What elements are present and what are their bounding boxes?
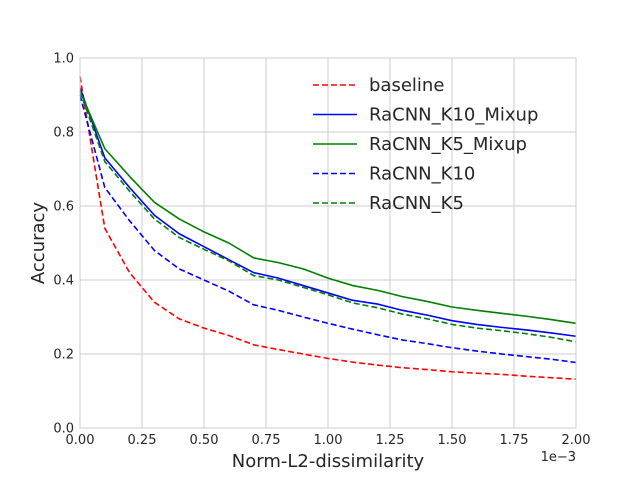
plot-frame bbox=[79, 57, 577, 429]
x-tick-label: 0.75 bbox=[252, 433, 281, 448]
series-line-racnn-k10-mixup bbox=[79, 87, 577, 338]
x-tick-label: 0.00 bbox=[66, 433, 95, 448]
legend: baseline RaCNN_K10_Mixup RaCNN_K5_Mixup RaC… bbox=[313, 75, 538, 214]
legend-label: RaCNN_K5 bbox=[369, 193, 464, 214]
y-tick-label: 1.0 bbox=[53, 52, 74, 67]
y-tick-label: 0.0 bbox=[53, 422, 74, 437]
x-axis-offset-label: 1e−3 bbox=[541, 450, 576, 465]
legend-label: RaCNN_K10_Mixup bbox=[369, 105, 538, 126]
x-tick-label: 0.25 bbox=[128, 433, 157, 448]
series-line-racnn-k10 bbox=[79, 94, 577, 364]
series-lines bbox=[79, 76, 577, 380]
legend-label: RaCNN_K5_Mixup bbox=[369, 134, 527, 155]
x-tick-label: 1.00 bbox=[314, 433, 343, 448]
x-tick-label: 2.00 bbox=[562, 433, 591, 448]
x-tick-label: 1.75 bbox=[500, 433, 529, 448]
y-tick-label: 0.6 bbox=[53, 200, 74, 215]
legend-label: RaCNN_K10 bbox=[369, 164, 475, 185]
y-tick-label: 0.4 bbox=[53, 274, 74, 289]
x-axis-label: Norm-L2-dissimilarity bbox=[232, 451, 425, 472]
legend-label: baseline bbox=[369, 75, 444, 96]
y-tick-label: 0.2 bbox=[53, 348, 74, 363]
x-tick-labels: 0.00 0.25 0.50 0.75 1.00 1.25 1.50 1.75 2.00 bbox=[66, 433, 591, 448]
grid bbox=[79, 57, 577, 429]
y-axis-label: Accuracy bbox=[28, 202, 49, 285]
y-tick-labels: 0.0 0.2 0.4 0.6 0.8 1.0 bbox=[53, 52, 74, 437]
series-line-baseline bbox=[79, 76, 577, 380]
x-tick-label: 1.50 bbox=[438, 433, 467, 448]
x-tick-label: 0.50 bbox=[190, 433, 219, 448]
series-line-racnn-k5-mixup bbox=[79, 90, 577, 325]
x-tick-label: 1.25 bbox=[376, 433, 405, 448]
y-tick-label: 0.8 bbox=[53, 126, 74, 141]
